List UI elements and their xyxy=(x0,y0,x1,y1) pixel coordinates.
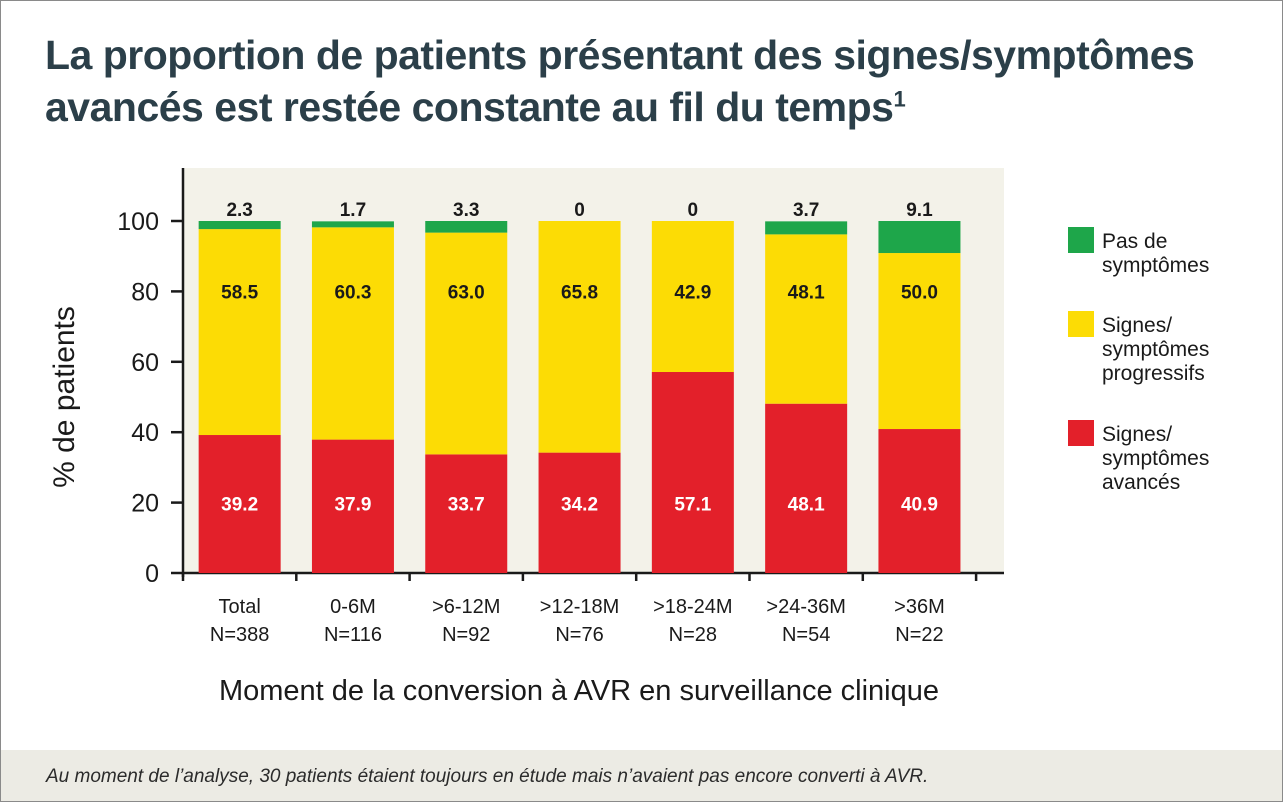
legend-swatch xyxy=(1068,311,1094,337)
chart-title-text: La proportion de patients présentant des… xyxy=(45,32,1195,130)
legend-label: Signes/ xyxy=(1102,423,1172,446)
data-label: 39.2 xyxy=(221,495,258,516)
bar-segment-progressive xyxy=(311,227,394,440)
y-tick-label: 60 xyxy=(131,349,159,377)
bar-segment-progressive xyxy=(765,234,848,404)
y-tick-label: 40 xyxy=(131,419,159,447)
y-tick-label: 80 xyxy=(131,278,159,306)
bar-segment-no-symptoms xyxy=(765,221,848,235)
bar-segment-progressive xyxy=(651,221,734,373)
bar-segment-advanced xyxy=(878,429,961,573)
bar-segment-progressive xyxy=(878,253,961,430)
x-tick-label: >18-24M xyxy=(653,596,733,618)
data-label: 58.5 xyxy=(221,282,258,303)
legend-swatch xyxy=(1068,227,1094,253)
x-tick-label-n: N=116 xyxy=(324,624,382,646)
bar-segment-advanced xyxy=(651,372,734,573)
data-label: 0 xyxy=(688,200,699,221)
x-tick-label: >24-36M xyxy=(766,596,846,618)
x-tick-label-n: N=388 xyxy=(210,624,270,646)
legend-label: avancés xyxy=(1102,471,1180,494)
data-label: 63.0 xyxy=(448,282,485,303)
legend-label: Signes/ xyxy=(1102,314,1172,337)
x-tick-label-n: N=54 xyxy=(782,624,830,646)
data-label: 40.9 xyxy=(901,495,938,516)
data-label: 50.0 xyxy=(901,282,938,303)
data-label: 3.7 xyxy=(793,200,819,221)
legend-label: symptômes xyxy=(1102,447,1209,470)
x-tick-label: >36M xyxy=(894,596,945,618)
footnote-bar: Au moment de l’analyse, 30 patients étai… xyxy=(1,750,1282,801)
data-label: 9.1 xyxy=(906,200,933,221)
footnote-text: Au moment de l’analyse, 30 patients étai… xyxy=(46,766,929,787)
x-tick-label-n: N=76 xyxy=(555,624,603,646)
y-tick-label: 0 xyxy=(145,560,159,588)
data-label: 60.3 xyxy=(334,282,371,303)
x-tick-label: Total xyxy=(219,596,261,618)
stacked-bar-chart: 0 20 40 60 80 100 % de patients 39.2 58.5 2.3 Tota… xyxy=(48,168,1209,707)
bar-segment-no-symptoms xyxy=(878,221,961,254)
bar-segment-progressive xyxy=(425,232,508,455)
data-label: 48.1 xyxy=(788,282,825,303)
legend-label: Pas de xyxy=(1102,230,1167,253)
y-axis-label: % de patients xyxy=(48,306,81,488)
legend-label: progressifs xyxy=(1102,362,1205,385)
x-tick-label-n: N=92 xyxy=(442,624,490,646)
bar-segment-no-symptoms xyxy=(311,221,394,228)
data-label: 0 xyxy=(574,200,585,221)
x-tick-label-n: N=22 xyxy=(895,624,943,646)
data-label: 65.8 xyxy=(561,282,598,303)
data-label: 1.7 xyxy=(340,200,366,221)
legend-label: symptômes xyxy=(1102,254,1209,277)
legend-label: symptômes xyxy=(1102,338,1209,361)
legend-swatch xyxy=(1068,420,1094,446)
bar-segment-advanced xyxy=(538,452,621,573)
bar-segment-advanced xyxy=(198,435,281,573)
x-tick-label: >12-18M xyxy=(540,596,620,618)
title-footnote-marker: 1 xyxy=(893,86,906,112)
data-label: 3.3 xyxy=(453,200,479,221)
data-label: 2.3 xyxy=(226,200,252,221)
bar-segment-no-symptoms xyxy=(425,221,508,233)
bar-segment-advanced xyxy=(765,403,848,573)
data-label: 57.1 xyxy=(674,495,711,516)
y-tick-label: 20 xyxy=(131,490,159,518)
data-label: 48.1 xyxy=(788,495,825,516)
data-label: 42.9 xyxy=(674,282,711,303)
bar-segment-advanced xyxy=(425,454,508,573)
data-label: 37.9 xyxy=(334,495,371,516)
bar-segment-progressive xyxy=(198,229,281,436)
x-tick-label: >6-12M xyxy=(432,596,500,618)
y-tick-label: 100 xyxy=(117,208,159,236)
bar-segment-progressive xyxy=(538,221,621,453)
x-tick-label: 0-6M xyxy=(330,596,376,618)
bar-segment-advanced xyxy=(311,439,394,573)
chart-title: La proportion de patients présentant des… xyxy=(45,29,1265,133)
data-label: 34.2 xyxy=(561,495,598,516)
data-label: 33.7 xyxy=(448,495,485,516)
x-tick-label-n: N=28 xyxy=(669,624,717,646)
bar-segment-no-symptoms xyxy=(198,221,281,230)
x-axis-label: Moment de la conversion à AVR en surveil… xyxy=(219,675,939,707)
